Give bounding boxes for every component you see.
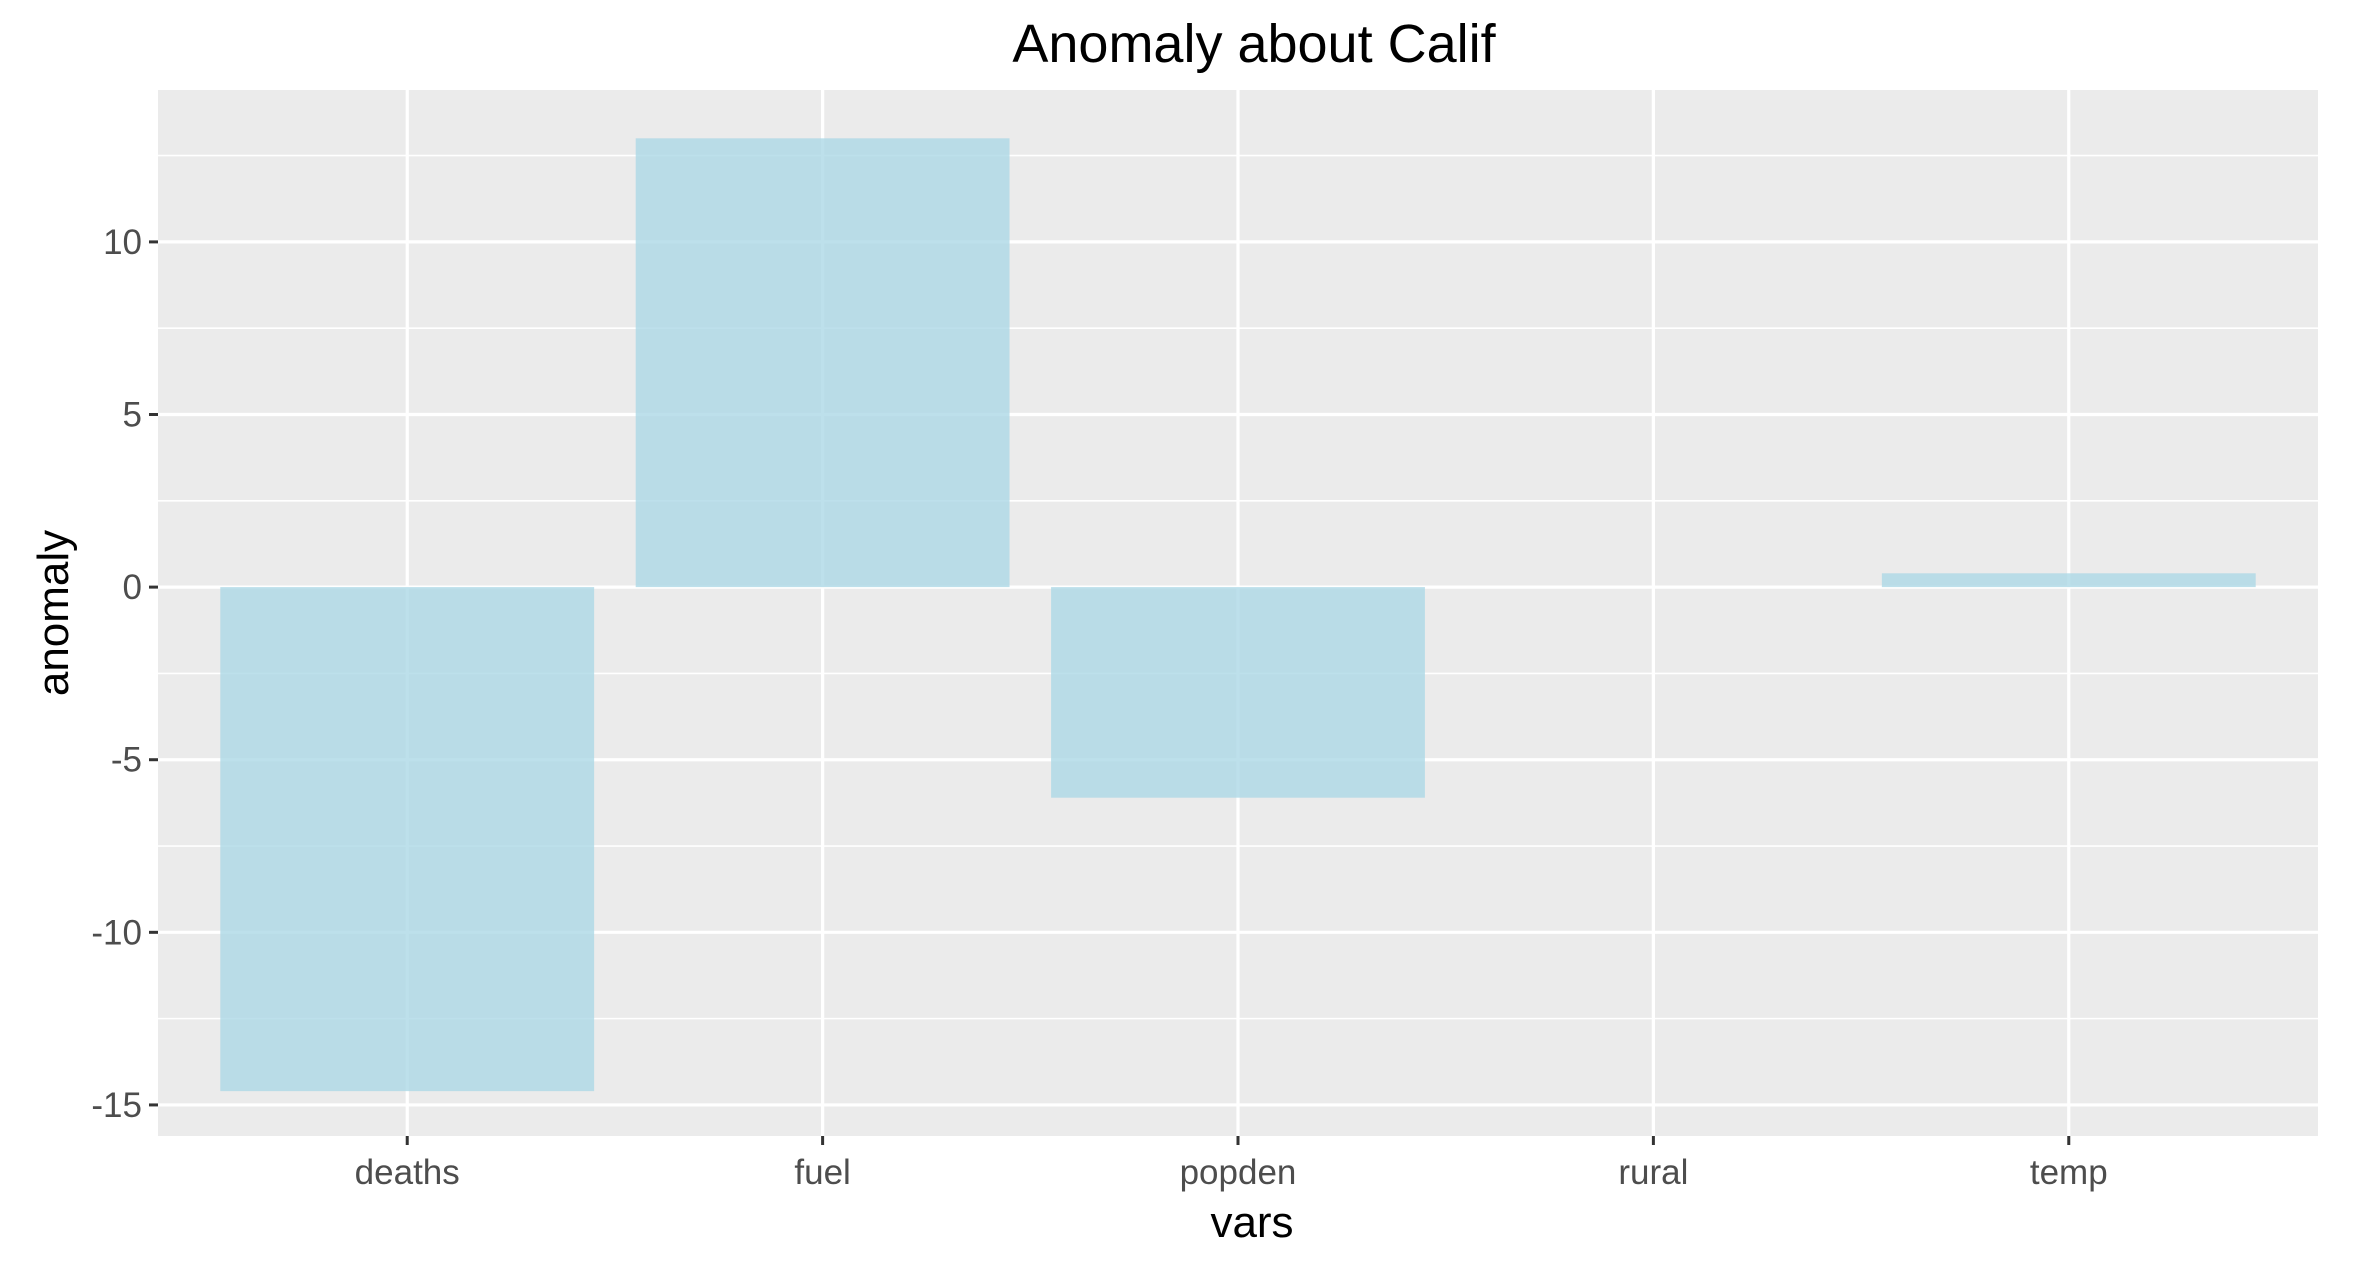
x-tick-label: rural xyxy=(1618,1153,1688,1192)
y-tick-label: 10 xyxy=(103,223,142,262)
bar-temp xyxy=(1881,573,2256,588)
x-axis: deaths fuel popden rural temp xyxy=(355,1136,2108,1192)
y-axis: -15 -10 -5 0 5 10 xyxy=(91,223,158,1125)
x-tick-label: popden xyxy=(1180,1153,1297,1192)
y-tick-label: -5 xyxy=(111,741,142,780)
bar-fuel xyxy=(635,138,1010,588)
x-tick-label: temp xyxy=(2030,1153,2108,1192)
y-tick-label: -10 xyxy=(91,913,142,952)
bar-popden xyxy=(1051,587,1425,798)
y-axis-title: anomaly xyxy=(29,530,78,696)
y-tick-label: 0 xyxy=(123,568,142,607)
chart-title: Anomaly about Calif xyxy=(1012,14,1496,74)
y-tick-label: 5 xyxy=(123,396,142,435)
x-axis-title: vars xyxy=(1210,1198,1293,1247)
y-tick-label: -15 xyxy=(91,1086,142,1125)
bar-deaths xyxy=(220,587,595,1092)
x-tick-label: fuel xyxy=(794,1153,850,1192)
bars xyxy=(220,138,2256,1092)
x-tick-label: deaths xyxy=(355,1153,460,1192)
